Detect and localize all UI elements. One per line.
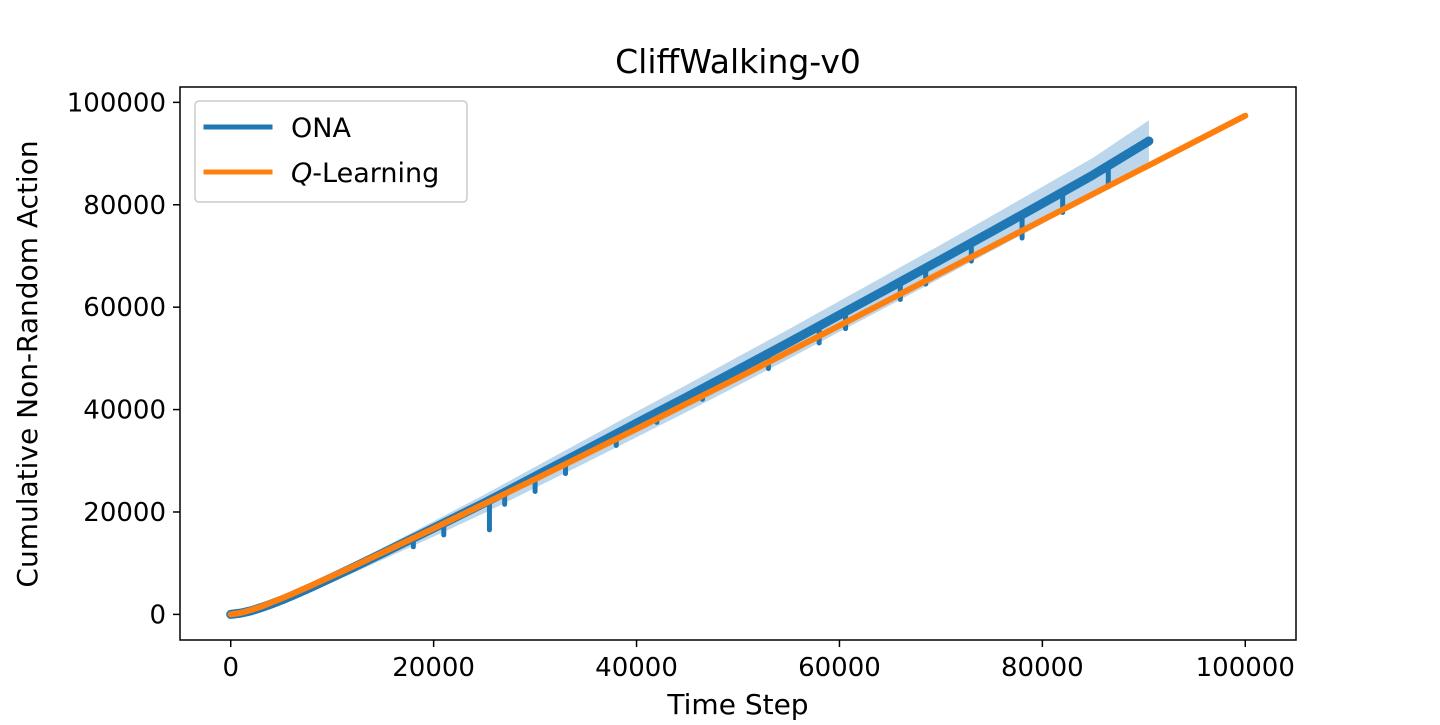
legend-label-ona: ONA [291,113,351,144]
y-tick-label: 60000 [83,293,166,323]
x-tick-label: 100000 [1196,653,1295,683]
q-learning-series-line [227,112,1249,618]
legend: ONA Q-Learning [194,100,468,203]
y-tick-label: 40000 [83,396,166,426]
x-axis: 0 20000 40000 60000 80000 100000 [222,640,1295,683]
y-axis: 0 20000 40000 60000 80000 100000 [67,88,180,630]
y-tick-label: 80000 [83,191,166,221]
y-axis-label: Cumulative Non-Random Action [11,140,44,587]
y-tick-label: 0 [149,600,166,630]
plot-frame [179,86,1297,641]
y-tick-label: 20000 [83,498,166,528]
x-axis-label: Time Step [666,688,808,720]
x-tick-label: 20000 [392,653,475,683]
chart-title: CliffWalking-v0 [615,42,861,81]
x-tick-label: 0 [222,653,239,683]
x-tick-label: 60000 [798,653,881,683]
x-tick-label: 40000 [595,653,678,683]
x-tick-label: 80000 [1001,653,1084,683]
y-tick-label: 100000 [67,88,166,118]
legend-label-q-learning: Q-Learning [291,158,439,189]
plot-area [226,112,1249,619]
